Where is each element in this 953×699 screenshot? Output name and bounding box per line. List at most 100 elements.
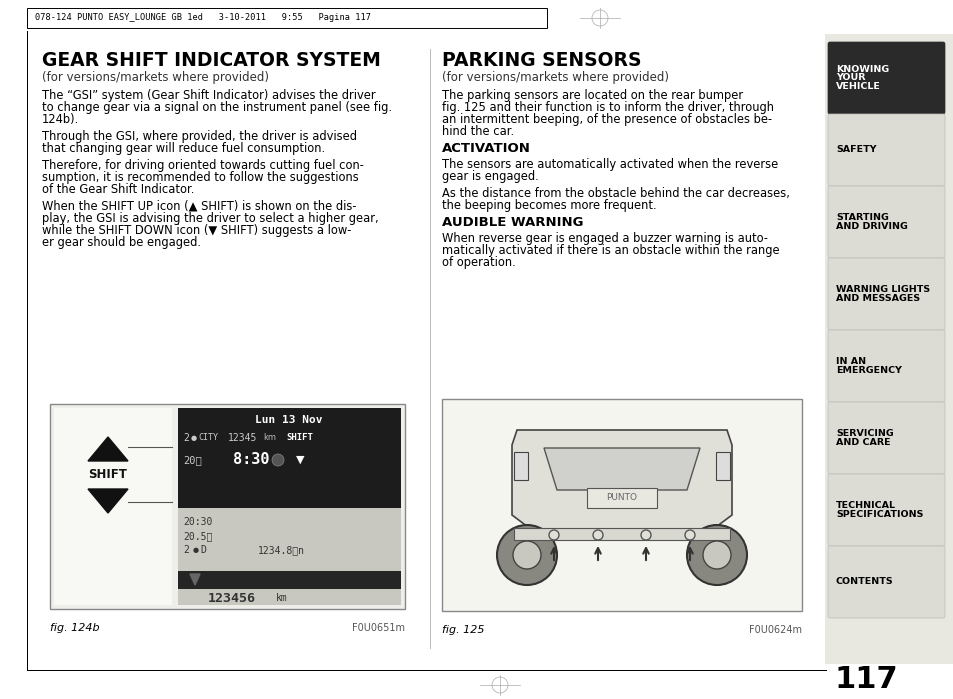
Text: 20:30: 20:30 [183, 517, 213, 527]
Text: Through the GSI, where provided, the driver is advised: Through the GSI, where provided, the dri… [42, 130, 356, 143]
Text: ●: ● [193, 547, 199, 553]
Text: SPECIFICATIONS: SPECIFICATIONS [835, 510, 923, 519]
Text: D: D [200, 545, 206, 555]
Text: CONTENTS: CONTENTS [835, 577, 893, 586]
Text: F0U0651m: F0U0651m [352, 623, 405, 633]
Text: SHIFT: SHIFT [286, 433, 313, 442]
Text: play, the GSI is advising the driver to select a higher gear,: play, the GSI is advising the driver to … [42, 212, 378, 225]
FancyBboxPatch shape [827, 330, 944, 402]
FancyBboxPatch shape [827, 402, 944, 474]
Bar [50, 404, 405, 609]
Text: 117: 117 [834, 665, 898, 693]
Text: an intermittent beeping, of the presence of obstacles be-: an intermittent beeping, of the presence… [441, 113, 771, 126]
Text: km: km [275, 593, 288, 603]
Text: As the distance from the obstacle behind the car decreases,: As the distance from the obstacle behind… [441, 187, 789, 200]
Text: that changing gear will reduce fuel consumption.: that changing gear will reduce fuel cons… [42, 142, 325, 155]
Text: YOUR: YOUR [835, 73, 864, 82]
Text: 8:30: 8:30 [233, 452, 269, 468]
Circle shape [497, 525, 557, 585]
Text: AND MESSAGES: AND MESSAGES [835, 294, 919, 303]
Text: The sensors are automatically activated when the reverse: The sensors are automatically activated … [441, 158, 778, 171]
Polygon shape [88, 437, 128, 461]
Text: VEHICLE: VEHICLE [835, 82, 880, 91]
Text: STARTING: STARTING [835, 213, 888, 222]
Text: fig. 124b: fig. 124b [50, 623, 99, 633]
Text: fig. 125: fig. 125 [441, 625, 484, 635]
Text: WARNING LIGHTS: WARNING LIGHTS [835, 285, 929, 294]
Text: 20.5℃: 20.5℃ [183, 531, 213, 541]
Text: CITY: CITY [198, 433, 218, 442]
Circle shape [640, 530, 650, 540]
Text: PUNTO: PUNTO [606, 493, 637, 501]
Text: SERVICING: SERVICING [835, 429, 893, 438]
Circle shape [702, 541, 730, 569]
Polygon shape [190, 574, 200, 585]
FancyBboxPatch shape [827, 474, 944, 546]
Text: of operation.: of operation. [441, 256, 516, 269]
Text: 2: 2 [183, 545, 189, 555]
Text: Lun 13 Nov: Lun 13 Nov [255, 415, 322, 425]
Circle shape [684, 530, 695, 540]
Text: F0U0624m: F0U0624m [748, 625, 801, 635]
FancyBboxPatch shape [827, 546, 944, 618]
Text: IN AN: IN AN [835, 357, 865, 366]
Text: PARKING SENSORS: PARKING SENSORS [441, 51, 640, 70]
Text: matically activated if there is an obstacle within the range: matically activated if there is an obsta… [441, 244, 779, 257]
Polygon shape [512, 430, 731, 530]
Text: gear is engaged.: gear is engaged. [441, 170, 538, 183]
Polygon shape [543, 448, 700, 490]
Bar [27, 8, 546, 28]
Bar [27, 670, 826, 671]
Text: 078-124 PUNTO EASY_LOUNGE GB 1ed   3-10-2011   9:55   Pagina 117: 078-124 PUNTO EASY_LOUNGE GB 1ed 3-10-20… [35, 13, 371, 22]
Text: km: km [263, 433, 275, 442]
Bar [54, 408, 172, 605]
Text: 12345: 12345 [228, 433, 257, 443]
Text: ACTIVATION: ACTIVATION [441, 142, 530, 155]
Text: fig. 125 and their function is to inform the driver, through: fig. 125 and their function is to inform… [441, 101, 773, 114]
Text: to change gear via a signal on the instrument panel (see fig.: to change gear via a signal on the instr… [42, 101, 392, 114]
Circle shape [513, 541, 540, 569]
Bar [586, 488, 657, 508]
Text: ▼: ▼ [295, 455, 304, 465]
Text: EMERGENCY: EMERGENCY [835, 366, 901, 375]
Text: 123456: 123456 [208, 591, 255, 605]
Bar [716, 452, 729, 480]
Text: 1234.8㎡n: 1234.8㎡n [257, 545, 305, 555]
Text: er gear should be engaged.: er gear should be engaged. [42, 236, 201, 249]
Text: The “GSI” system (Gear Shift Indicator) advises the driver: The “GSI” system (Gear Shift Indicator) … [42, 89, 375, 102]
Bar [514, 528, 729, 540]
Bar [514, 452, 527, 480]
Text: of the Gear Shift Indicator.: of the Gear Shift Indicator. [42, 183, 194, 196]
Circle shape [686, 525, 746, 585]
Circle shape [272, 454, 284, 466]
Bar [441, 399, 801, 611]
Bar [178, 571, 400, 589]
Text: AUDIBLE WARNING: AUDIBLE WARNING [441, 216, 583, 229]
Text: (for versions/markets where provided): (for versions/markets where provided) [441, 71, 668, 84]
Bar [178, 508, 400, 605]
Text: SHIFT: SHIFT [89, 468, 128, 480]
Text: KNOWING: KNOWING [835, 65, 888, 74]
Text: When reverse gear is engaged a buzzer warning is auto-: When reverse gear is engaged a buzzer wa… [441, 232, 767, 245]
Text: The parking sensors are located on the rear bumper: The parking sensors are located on the r… [441, 89, 742, 102]
FancyBboxPatch shape [827, 258, 944, 330]
FancyBboxPatch shape [827, 186, 944, 258]
Bar [824, 34, 952, 664]
Text: AND CARE: AND CARE [835, 438, 890, 447]
Polygon shape [88, 489, 128, 513]
Text: ●: ● [191, 435, 197, 441]
Circle shape [593, 530, 602, 540]
FancyBboxPatch shape [827, 114, 944, 186]
Text: AND DRIVING: AND DRIVING [835, 222, 907, 231]
Text: TECHNICAL: TECHNICAL [835, 501, 895, 510]
Bar [178, 408, 400, 508]
Text: Therefore, for driving oriented towards cutting fuel con-: Therefore, for driving oriented towards … [42, 159, 363, 172]
Text: the beeping becomes more frequent.: the beeping becomes more frequent. [441, 199, 656, 212]
Text: hind the car.: hind the car. [441, 125, 514, 138]
Text: sumption, it is recommended to follow the suggestions: sumption, it is recommended to follow th… [42, 171, 358, 184]
Text: 2: 2 [183, 433, 189, 443]
Text: SAFETY: SAFETY [835, 145, 876, 154]
Circle shape [548, 530, 558, 540]
FancyBboxPatch shape [827, 42, 944, 114]
Text: GEAR SHIFT INDICATOR SYSTEM: GEAR SHIFT INDICATOR SYSTEM [42, 51, 380, 70]
